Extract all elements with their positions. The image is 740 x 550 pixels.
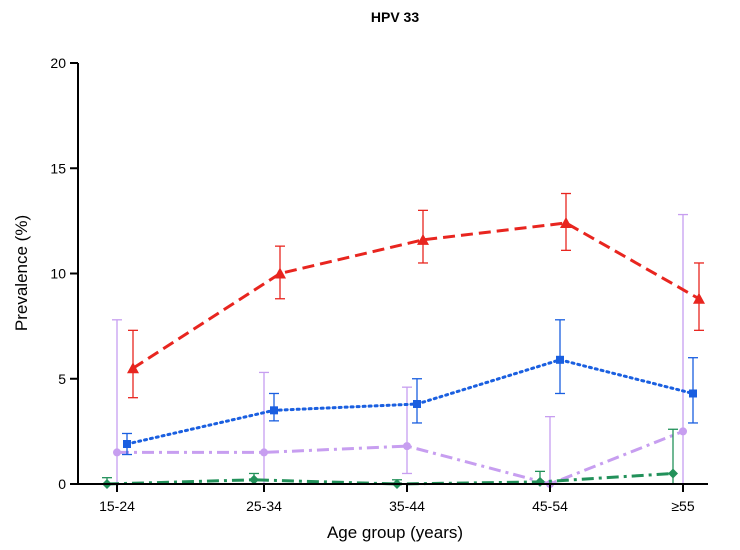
series-1 <box>122 319 698 456</box>
y-tick-label: 5 <box>58 371 66 387</box>
data-point <box>535 476 545 487</box>
y-tick-label: 20 <box>50 55 66 71</box>
data-point <box>689 389 697 398</box>
data-point <box>668 468 678 479</box>
error-bar <box>678 213 688 485</box>
error-bar <box>402 386 412 475</box>
x-tick-label: 25-34 <box>246 498 282 514</box>
data-point <box>679 427 687 436</box>
y-ticks: 0 5 10 15 20 <box>50 55 78 492</box>
series-0 <box>127 192 705 399</box>
y-axis-title: Prevalence (%) <box>12 215 31 331</box>
data-point <box>249 474 259 485</box>
series-2 <box>112 213 688 488</box>
series-line <box>117 429 684 486</box>
data-point <box>693 292 705 304</box>
x-tick-label: ≥55 <box>671 498 694 514</box>
x-tick-label: 35-44 <box>389 498 425 514</box>
series-3 <box>102 428 678 489</box>
x-ticks: 15-24 25-34 35-44 45-54 ≥55 <box>99 484 695 514</box>
y-tick-label: 15 <box>50 160 66 176</box>
x-tick-label: 45-54 <box>532 498 568 514</box>
data-point <box>123 440 131 449</box>
error-bar <box>545 415 555 485</box>
x-axis-title: Age group (years) <box>327 523 463 542</box>
series-line <box>125 358 695 446</box>
data-point <box>556 355 564 364</box>
y-tick-label: 10 <box>50 266 66 282</box>
chart-title: HPV 33 <box>371 9 419 25</box>
data-point <box>113 448 121 457</box>
data-point <box>560 216 572 228</box>
error-bar <box>112 319 122 485</box>
data-point <box>270 406 278 415</box>
data-point <box>127 362 139 374</box>
data-point <box>413 400 421 409</box>
series-line <box>106 471 674 486</box>
series-line <box>132 221 700 370</box>
y-tick-label: 0 <box>58 476 66 492</box>
data-point <box>274 267 286 279</box>
error-bar <box>259 371 269 485</box>
plot-area <box>102 192 705 489</box>
x-tick-label: 15-24 <box>99 498 135 514</box>
data-point <box>403 442 411 451</box>
data-point <box>260 448 268 457</box>
data-point <box>417 233 429 245</box>
